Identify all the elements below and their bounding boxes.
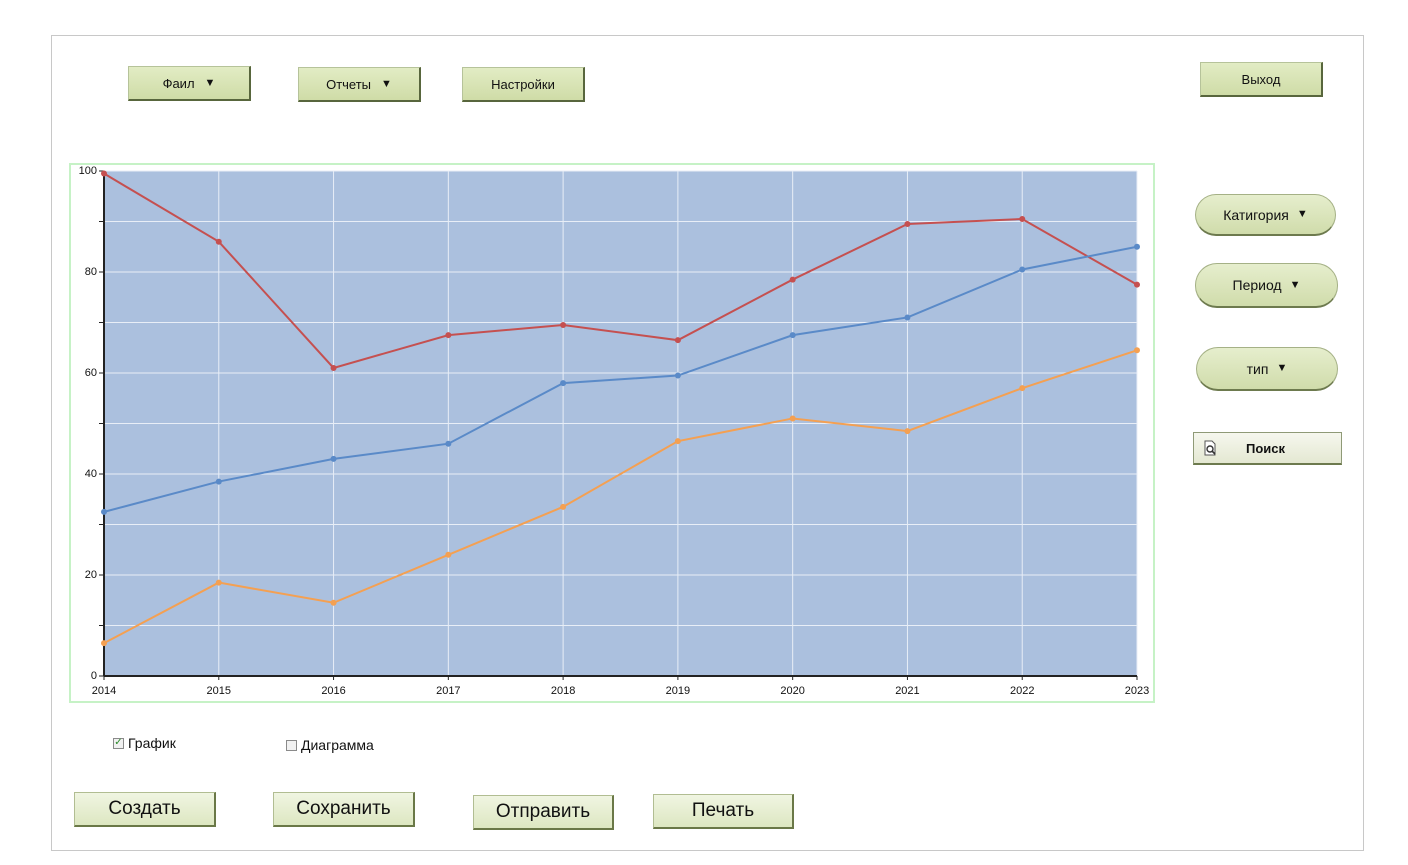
- x-tick-label: 2022: [1010, 685, 1034, 697]
- type-label: тип: [1246, 360, 1269, 377]
- graph-checkbox[interactable]: ✓ График: [113, 735, 176, 751]
- data-point: [904, 428, 911, 435]
- data-point: [215, 478, 222, 485]
- chevron-down-icon: ▼: [1276, 362, 1288, 374]
- exit-button[interactable]: Выход: [1200, 62, 1323, 97]
- x-tick-label: 2021: [895, 685, 919, 697]
- data-point: [560, 322, 567, 329]
- data-point: [445, 332, 452, 339]
- data-point: [674, 337, 681, 344]
- x-tick-label: 2015: [207, 685, 231, 697]
- data-point: [1019, 385, 1026, 392]
- file-menu-button[interactable]: Фаил ▼: [128, 66, 251, 101]
- series-line-1: [103, 172, 1138, 370]
- exit-label: Выход: [1241, 71, 1281, 87]
- chart-canvas: 0 20 40 60 80 100 2014 2015 2016 2017 2018 2019 2020…: [79, 165, 1150, 697]
- x-tick-label: 2017: [436, 685, 460, 697]
- category-label: Катигория: [1223, 206, 1289, 223]
- data-point: [560, 380, 567, 387]
- chevron-down-icon: ▼: [1296, 208, 1308, 220]
- data-point: [674, 372, 681, 379]
- series-line-2: [103, 245, 1138, 513]
- data-point: [101, 640, 107, 647]
- data-point: [789, 276, 796, 283]
- chevron-down-icon: ▼: [381, 77, 392, 90]
- x-tick-label: 2019: [666, 685, 690, 697]
- create-label: Создать: [108, 798, 181, 819]
- data-point: [330, 364, 337, 371]
- search-label: Поиск: [1246, 440, 1286, 456]
- category-dropdown[interactable]: Катигория ▼: [1195, 194, 1336, 236]
- data-point: [330, 455, 337, 462]
- x-tick-label: 2020: [780, 685, 804, 697]
- period-label: Период: [1232, 277, 1282, 293]
- graph-checkbox-label: График: [128, 735, 176, 751]
- y-tick-label: 20: [85, 569, 97, 581]
- data-point: [101, 508, 107, 515]
- data-point: [1134, 281, 1140, 288]
- data-point: [445, 440, 452, 447]
- save-label: Сохранить: [296, 798, 391, 819]
- x-tick-label: 2016: [321, 685, 345, 697]
- y-tick-label: 60: [85, 367, 97, 379]
- print-label: Печать: [691, 800, 755, 821]
- print-button[interactable]: Печать: [653, 794, 794, 829]
- data-point: [789, 332, 796, 339]
- data-point: [445, 551, 452, 558]
- search-button[interactable]: Поиск: [1193, 432, 1342, 465]
- y-tick-label: 40: [85, 468, 97, 480]
- data-point: [904, 314, 911, 321]
- data-point: [330, 599, 337, 606]
- data-point: [674, 438, 681, 445]
- file-menu-label: Фаил: [162, 75, 195, 91]
- data-point: [904, 221, 911, 228]
- x-tick-label: 2018: [551, 685, 575, 697]
- reports-menu-label: Отчеты: [326, 76, 372, 92]
- data-point: [1019, 266, 1026, 273]
- chevron-down-icon: ▼: [204, 76, 216, 89]
- period-dropdown[interactable]: Период ▼: [1195, 263, 1338, 308]
- y-tick-label: 80: [85, 266, 97, 278]
- checkbox-icon: [286, 739, 297, 751]
- diagram-checkbox-label: Диаграмма: [301, 737, 374, 753]
- save-button[interactable]: Сохранить: [273, 792, 415, 827]
- checkbox-icon: ✓: [113, 737, 124, 749]
- data-point: [1134, 347, 1140, 354]
- data-point: [215, 238, 222, 245]
- x-tick-label: 2023: [1125, 685, 1149, 697]
- search-icon: [1204, 440, 1216, 456]
- y-tick-label: 0: [91, 670, 97, 682]
- series-line-3: [103, 349, 1138, 645]
- data-point: [215, 579, 222, 586]
- data-point: [789, 415, 796, 422]
- x-tick-label: 2014: [92, 685, 116, 697]
- data-point: [1134, 243, 1140, 250]
- type-dropdown[interactable]: тип ▼: [1196, 347, 1338, 391]
- settings-button[interactable]: Настройки: [462, 67, 585, 102]
- reports-menu-button[interactable]: Отчеты ▼: [298, 67, 421, 102]
- chevron-down-icon: ▼: [1289, 278, 1301, 291]
- data-point: [560, 503, 567, 510]
- send-button[interactable]: Отправить: [473, 795, 614, 830]
- settings-label: Настройки: [491, 76, 555, 92]
- line-chart: 0 20 40 60 80 100 2014 2015 2016 2017 2018 2019 2020…: [69, 163, 1155, 703]
- data-point: [1019, 215, 1026, 222]
- send-label: Отправить: [495, 801, 591, 822]
- create-button[interactable]: Создать: [74, 792, 216, 827]
- data-point: [101, 170, 107, 177]
- y-tick-label: 100: [79, 165, 97, 177]
- diagram-checkbox[interactable]: Диаграмма: [286, 737, 374, 753]
